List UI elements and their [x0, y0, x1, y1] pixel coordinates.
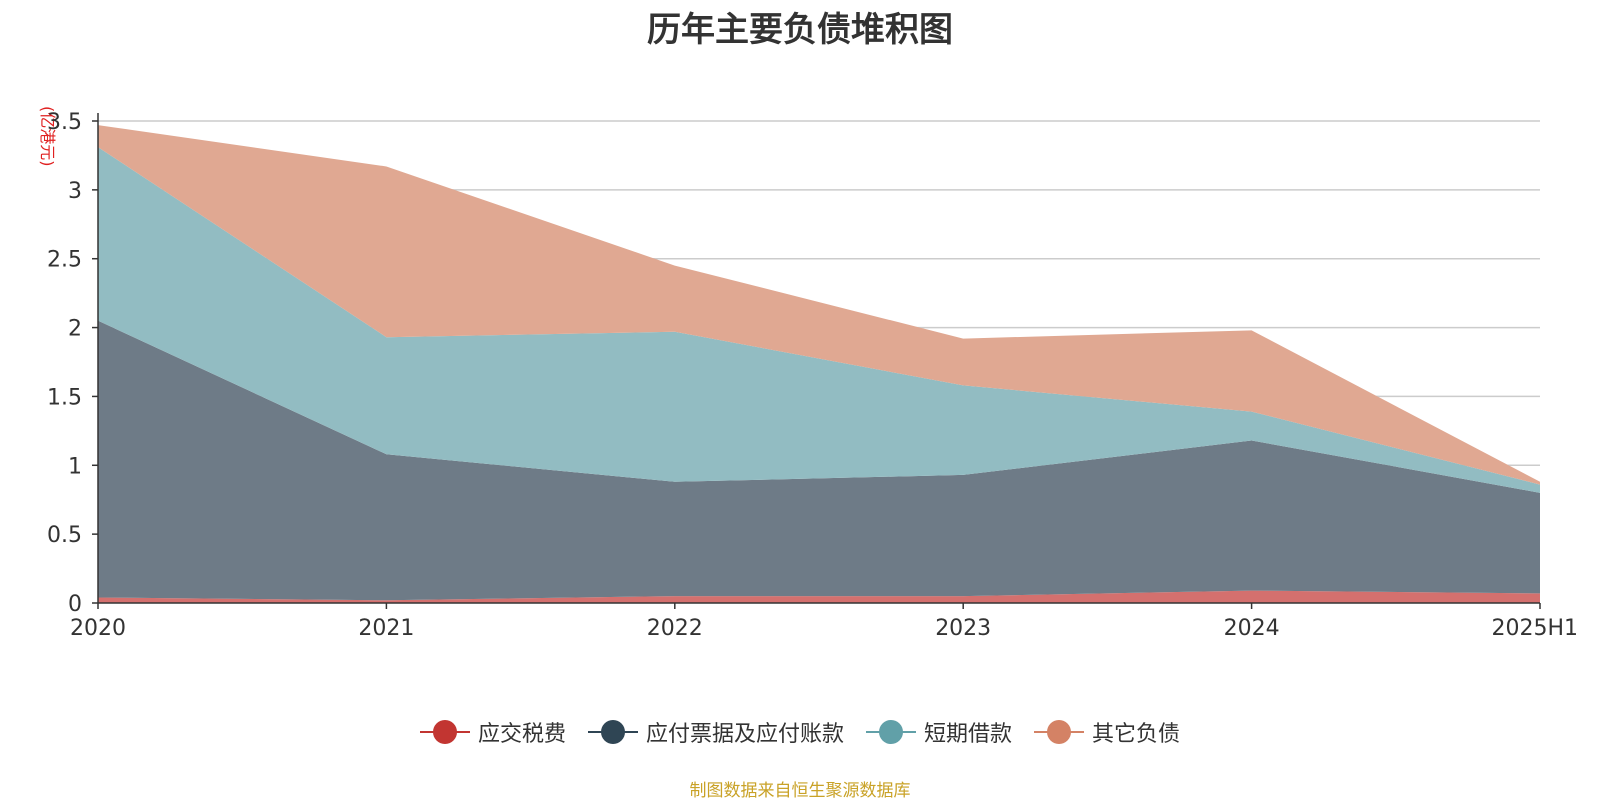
- legend: 应交税费 应付票据及应付账款 短期借款 其它负债: [0, 716, 1600, 748]
- x-tick-label: 2021: [358, 616, 414, 641]
- y-tick-label: 3: [68, 179, 82, 204]
- legend-marker-icon: [419, 720, 470, 744]
- area-series-4: [98, 125, 1540, 485]
- legend-label: 短期借款: [924, 722, 1013, 747]
- y-tick-label: 1.5: [47, 385, 82, 410]
- legend-item[interactable]: 短期借款: [866, 716, 1012, 748]
- y-tick-label: 0: [68, 592, 82, 617]
- area-series-1: [98, 590, 1540, 603]
- y-tick-label: 2: [68, 317, 82, 342]
- legend-marker-dot: [432, 720, 457, 744]
- x-tick-label: 2025H1: [1491, 616, 1578, 641]
- x-tick-label: 2022: [647, 616, 703, 641]
- legend-marker-icon: [866, 720, 916, 744]
- legend-label: 其它负债: [1092, 722, 1181, 747]
- x-tick-label: 2020: [70, 616, 126, 641]
- y-tick-label: 1: [68, 454, 82, 479]
- x-tick-label: 2024: [1224, 616, 1280, 641]
- legend-marker-dot: [1047, 720, 1072, 744]
- x-tick-label: 2023: [935, 616, 991, 641]
- y-axis-unit-label: (亿港元): [38, 106, 57, 167]
- area-series-3: [98, 147, 1540, 493]
- legend-marker-dot: [600, 720, 625, 744]
- legend-item[interactable]: 应付票据及应付账款: [587, 716, 844, 748]
- legend-marker-icon: [587, 720, 638, 744]
- legend-label: 应交税费: [477, 722, 566, 747]
- data-source-note: 制图数据来自恒生聚源数据库: [689, 781, 911, 801]
- legend-label: 应付票据及应付账款: [645, 722, 844, 747]
- y-tick-label: 3.5: [47, 110, 82, 135]
- chart-title: 历年主要负债堆积图: [647, 10, 953, 50]
- stacked-area-chart: 0 0.5 1 1.5 2 2.5 3 3.5 2020 2021 2022 2023 2024 2025…: [47, 110, 1578, 641]
- legend-item[interactable]: 应交税费: [419, 716, 566, 748]
- area-series-2: [98, 320, 1540, 601]
- y-tick-label: 0.5: [47, 523, 82, 548]
- legend-item[interactable]: 其它负债: [1034, 716, 1180, 748]
- y-axis-unit-text: (亿港元): [38, 106, 57, 167]
- legend-marker-icon: [1034, 720, 1085, 744]
- legend-marker-dot: [879, 720, 903, 744]
- y-tick-label: 2.5: [47, 248, 82, 273]
